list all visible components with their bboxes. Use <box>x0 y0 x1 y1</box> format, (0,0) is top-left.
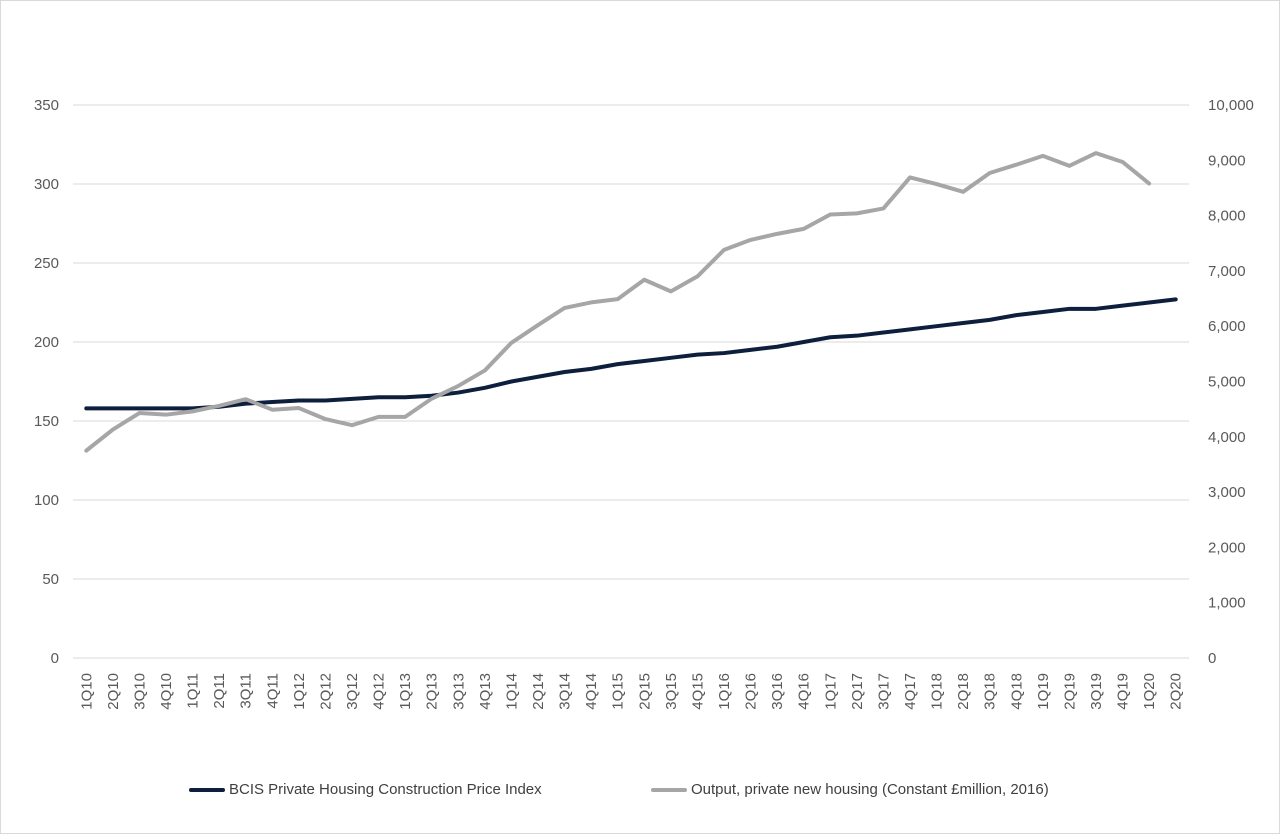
left-tick-label: 300 <box>34 176 59 193</box>
x-tick-label: 1Q16 <box>716 673 733 710</box>
x-tick-label: 3Q17 <box>875 673 892 710</box>
x-tick-label: 2Q11 <box>211 673 228 709</box>
left-tick-label: 0 <box>51 650 59 667</box>
legend: BCIS Private Housing Construction Price … <box>1 781 1280 807</box>
x-tick-label: 2Q19 <box>1061 673 1078 710</box>
left-tick-label: 200 <box>34 334 59 351</box>
right-tick-label: 7,000 <box>1208 263 1246 280</box>
right-tick-label: 0 <box>1208 650 1216 667</box>
x-tick-label: 2Q17 <box>849 673 866 710</box>
x-tick-label: 1Q12 <box>291 673 308 710</box>
x-tick-label: 1Q14 <box>503 673 520 710</box>
legend-swatch-price-index <box>189 787 225 792</box>
x-tick-label: 1Q20 <box>1141 673 1158 710</box>
x-tick-label: 4Q19 <box>1115 673 1132 710</box>
right-tick-label: 3,000 <box>1208 484 1246 501</box>
legend-item-price-index: BCIS Private Housing Construction Price … <box>189 781 542 798</box>
x-tick-label: 3Q16 <box>769 673 786 710</box>
x-tick-label: 3Q13 <box>450 673 467 710</box>
right-tick-label: 5,000 <box>1208 374 1246 391</box>
series-line-output <box>84 151 1152 453</box>
x-tick-label: 3Q19 <box>1088 673 1105 710</box>
x-tick-label: 4Q18 <box>1008 673 1025 710</box>
grid-layer <box>73 104 1189 659</box>
x-tick-label: 3Q15 <box>663 673 680 710</box>
left-tick-label: 350 <box>34 97 59 114</box>
right-tick-label: 6,000 <box>1208 318 1246 335</box>
x-tick-label: 2Q13 <box>424 673 441 710</box>
x-tick-label: 4Q10 <box>158 673 175 710</box>
legend-label-output: Output, private new housing (Constant £m… <box>691 781 1049 798</box>
x-tick-label: 4Q11 <box>264 673 281 709</box>
right-tick-label: 1,000 <box>1208 595 1246 612</box>
left-axis-ticks: 0 50 100 150 200 250 300 350 <box>34 97 59 667</box>
left-tick-label: 100 <box>34 492 59 509</box>
x-tick-label: 2Q14 <box>530 673 547 710</box>
x-tick-label: 2Q20 <box>1168 673 1185 710</box>
x-tick-label: 1Q15 <box>610 673 627 710</box>
x-tick-label: 3Q18 <box>982 673 999 710</box>
x-tick-label: 2Q10 <box>105 673 122 710</box>
x-tick-label: 4Q17 <box>902 673 919 710</box>
x-tick-label: 1Q10 <box>78 673 95 710</box>
legend-label-price-index: BCIS Private Housing Construction Price … <box>229 781 542 798</box>
x-tick-label: 1Q19 <box>1035 673 1052 710</box>
x-tick-label: 4Q16 <box>796 673 813 710</box>
x-tick-label: 1Q13 <box>397 673 414 710</box>
right-tick-label: 8,000 <box>1208 208 1246 225</box>
x-tick-label: 4Q14 <box>583 673 600 710</box>
right-tick-label: 10,000 <box>1208 97 1254 114</box>
x-tick-label: 2Q18 <box>955 673 972 710</box>
x-tick-label: 1Q11 <box>185 673 202 709</box>
x-tick-label: 2Q16 <box>743 673 760 710</box>
right-tick-label: 9,000 <box>1208 152 1246 169</box>
x-tick-label: 4Q12 <box>371 673 388 710</box>
x-axis-ticks: 1Q10 2Q10 3Q10 4Q10 1Q11 2Q11 3Q11 4Q11 1Q12 2Q12… <box>78 673 1184 710</box>
right-tick-label: 4,000 <box>1208 429 1246 446</box>
left-tick-label: 150 <box>34 413 59 430</box>
left-tick-label: 50 <box>42 571 59 588</box>
x-tick-label: 4Q13 <box>477 673 494 710</box>
x-tick-label: 2Q15 <box>636 673 653 710</box>
series-layer <box>84 151 1178 453</box>
right-axis-ticks: 0 1,000 2,000 3,000 4,000 5,000 6,000 7,000 8,00… <box>1208 97 1254 667</box>
x-tick-label: 3Q11 <box>238 673 255 709</box>
legend-swatch-output <box>651 787 687 792</box>
x-tick-label: 3Q14 <box>557 673 574 710</box>
x-tick-label: 3Q10 <box>131 673 148 710</box>
x-tick-label: 2Q12 <box>317 673 334 710</box>
x-tick-label: 4Q15 <box>689 673 706 710</box>
legend-item-output: Output, private new housing (Constant £m… <box>651 781 1049 798</box>
x-tick-label: 1Q17 <box>822 673 839 710</box>
x-tick-label: 3Q12 <box>344 673 361 710</box>
right-tick-label: 2,000 <box>1208 539 1246 556</box>
series-line-price-index <box>84 297 1178 411</box>
left-tick-label: 250 <box>34 255 59 272</box>
x-tick-label: 1Q18 <box>929 673 946 710</box>
